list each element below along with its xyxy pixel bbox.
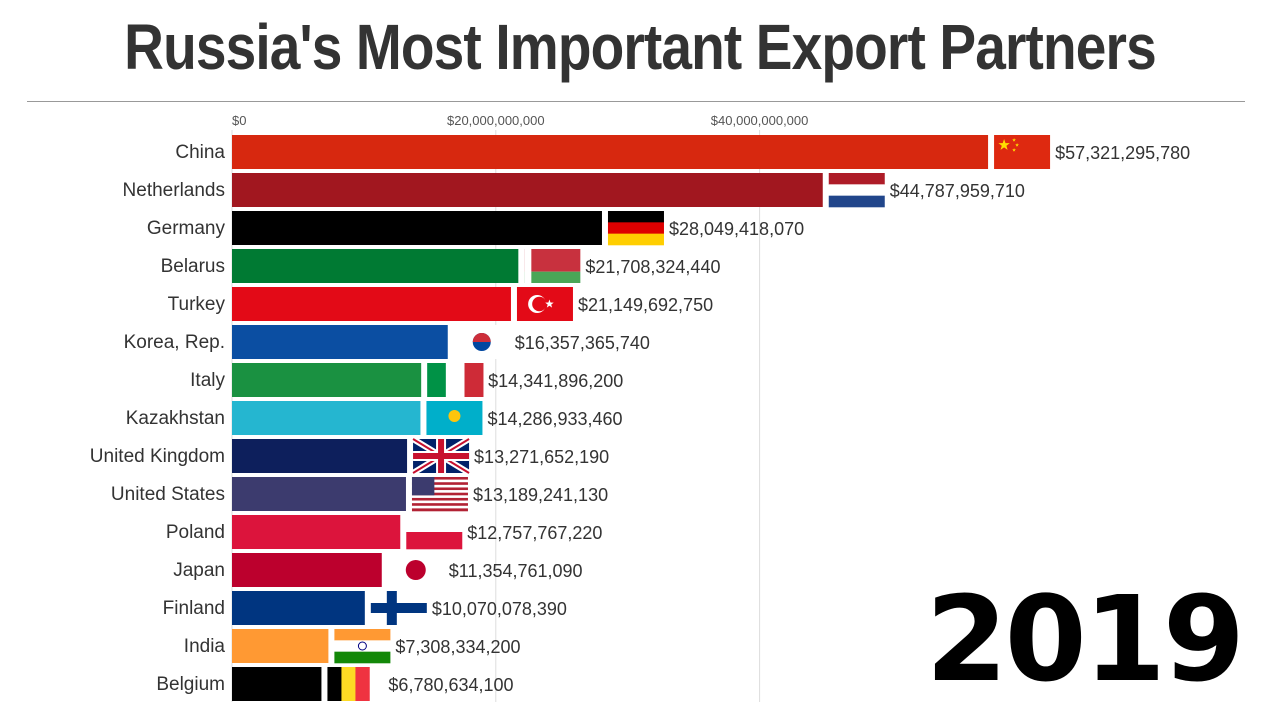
bar: [232, 553, 382, 587]
value-label: $14,341,896,200: [488, 371, 623, 391]
bar: [232, 135, 989, 169]
value-label: $14,286,933,460: [487, 409, 622, 429]
category-label: Poland: [166, 522, 225, 543]
flag-kz-icon: [426, 401, 483, 435]
title-divider: [27, 101, 1245, 102]
x-tick-label: $40,000,000,000: [711, 113, 809, 128]
x-tick-label: $0: [232, 113, 246, 128]
value-label: $16,357,365,740: [515, 333, 650, 353]
value-label: $57,321,295,780: [1055, 143, 1190, 163]
bar-row: Belgium $6,780,634,100: [156, 667, 514, 701]
bar-row: Germany $28,049,418,070: [147, 211, 804, 246]
bar-row: Turkey $21,149,692,750: [168, 287, 713, 321]
value-label: $12,757,767,220: [467, 523, 602, 543]
value-label: $13,271,652,190: [474, 447, 609, 467]
bar: [232, 287, 511, 321]
bar: [232, 591, 365, 625]
bar: [232, 401, 421, 435]
category-label: India: [184, 636, 226, 657]
bar: [232, 667, 322, 701]
category-label: Japan: [173, 560, 225, 581]
bar: [232, 439, 408, 473]
category-label: Finland: [163, 598, 225, 619]
flag-us-icon: [411, 477, 468, 512]
bar-row: China $57,321,295,780: [175, 135, 1190, 169]
category-label: Italy: [190, 370, 225, 391]
flag-gb-icon: [411, 436, 471, 476]
bar-row: India $7,308,334,200: [184, 629, 521, 664]
category-label: Germany: [147, 218, 226, 239]
value-label: $13,189,241,130: [473, 485, 608, 505]
bar-row: United Kingdom $13,271,652,190: [90, 436, 609, 476]
bar: [232, 363, 422, 397]
value-label: $6,780,634,100: [388, 675, 513, 695]
flag-fi-icon: [370, 591, 427, 625]
value-label: $44,787,959,710: [890, 181, 1025, 201]
bar: [232, 173, 823, 207]
flag-pl-icon: [406, 515, 463, 550]
value-label: $10,070,078,390: [432, 599, 567, 619]
category-label: Netherlands: [123, 180, 225, 201]
bar-row: Kazakhstan $14,286,933,460: [126, 401, 623, 435]
flag-be-icon: [327, 667, 370, 701]
flag-jp-icon: [387, 553, 444, 587]
bar: [232, 629, 329, 663]
x-tick-label: $20,000,000,000: [447, 113, 545, 128]
bar-row: United States $13,189,241,130: [111, 477, 608, 512]
chart-title: Russia's Most Important Export Partners: [124, 11, 1157, 83]
flag-cn-icon: [994, 135, 1051, 169]
year-label: 2019: [925, 570, 1245, 708]
value-label: $11,354,761,090: [449, 561, 583, 581]
flag-nl-icon: [828, 173, 885, 208]
bar: [232, 515, 401, 549]
bar: [232, 249, 519, 283]
category-label: United Kingdom: [90, 446, 225, 467]
flag-tr-icon: [516, 287, 573, 321]
flag-by-icon: [524, 249, 581, 283]
value-label: $28,049,418,070: [669, 219, 804, 239]
category-label: Belarus: [161, 256, 225, 277]
bar: [232, 211, 602, 245]
category-label: Belgium: [156, 674, 225, 695]
value-label: $7,308,334,200: [395, 637, 520, 657]
category-label: United States: [111, 484, 225, 505]
flag-de-icon: [607, 211, 664, 246]
bar: [232, 477, 406, 511]
flag-in-icon: [334, 629, 391, 664]
bar-row: Poland $12,757,767,220: [166, 515, 602, 550]
value-label: $21,708,324,440: [585, 257, 720, 277]
bar-row: Finland $10,070,078,390: [163, 591, 567, 625]
bar-row: Japan $11,354,761,090: [173, 553, 583, 587]
category-label: Turkey: [168, 294, 226, 315]
category-label: Kazakhstan: [126, 408, 225, 429]
category-label: Korea, Rep.: [124, 332, 225, 353]
bar-row: Belarus $21,708,324,440: [161, 249, 720, 283]
bar-row: Korea, Rep. $16,357,365,740: [124, 325, 650, 359]
flag-kr-icon: [453, 325, 510, 359]
bar: [232, 325, 448, 359]
bar-row: Italy $14,341,896,200: [190, 363, 623, 397]
flag-it-icon: [427, 363, 484, 397]
bar-row: Netherlands $44,787,959,710: [123, 173, 1025, 208]
category-label: China: [175, 142, 225, 163]
value-label: $21,149,692,750: [578, 295, 713, 315]
